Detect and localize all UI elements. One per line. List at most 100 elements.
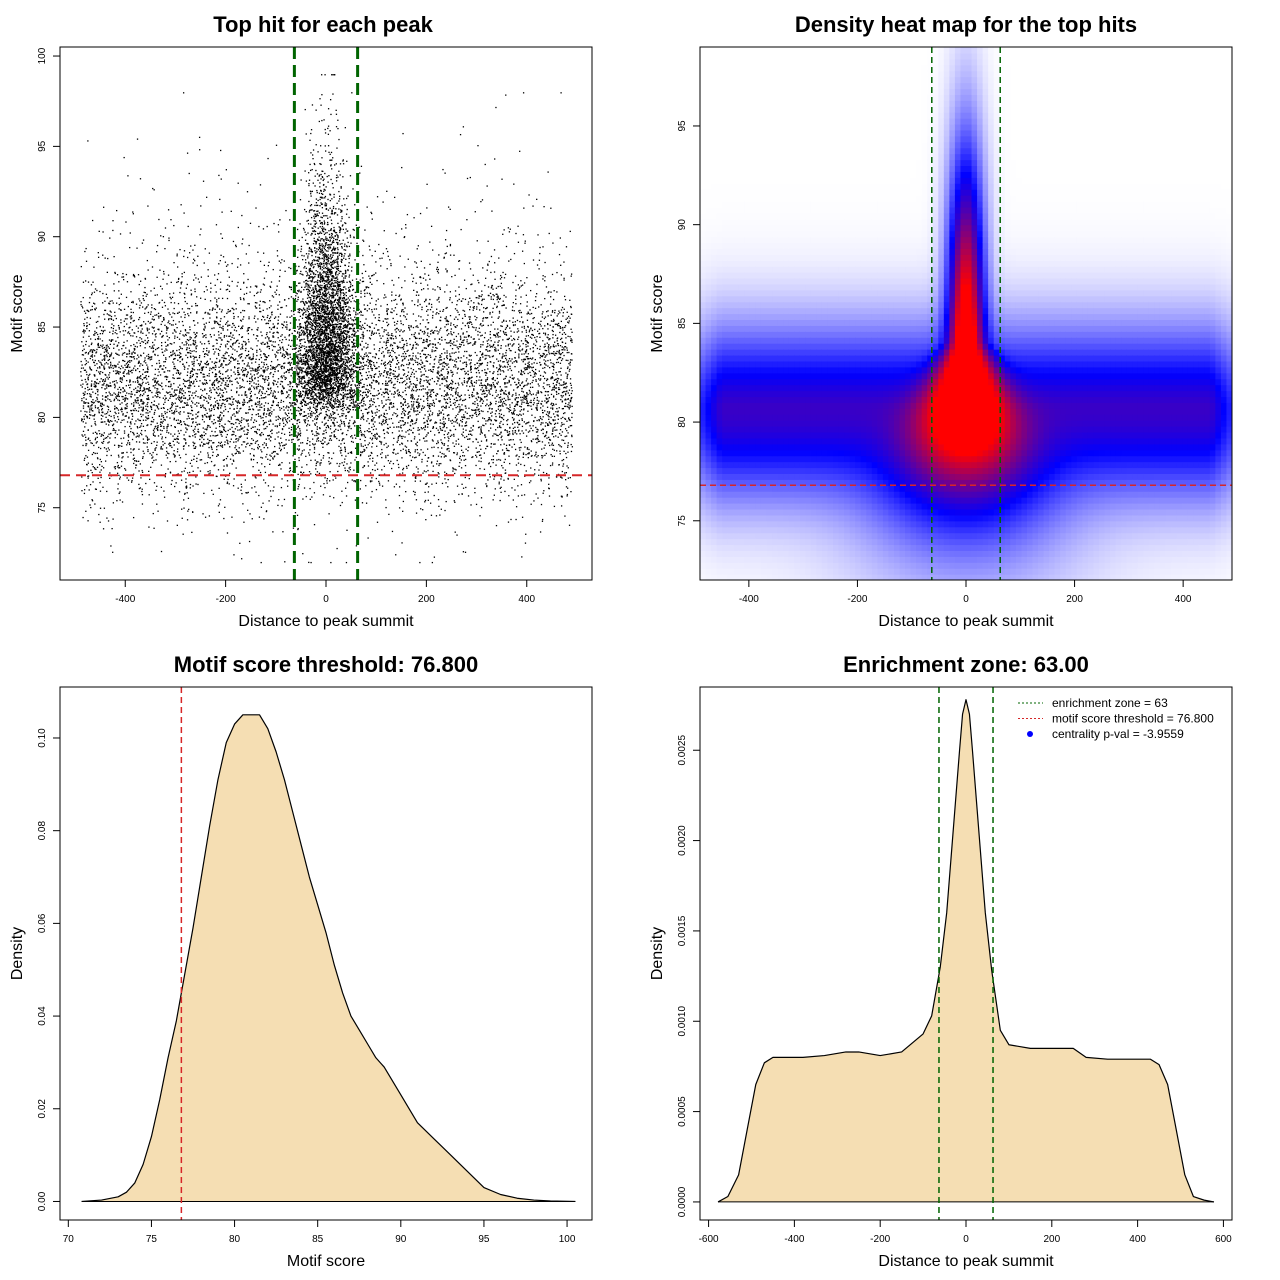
scatter-point (548, 291, 550, 293)
scatter-point (450, 359, 452, 361)
scatter-point (213, 383, 215, 386)
scatter-point (359, 438, 361, 441)
scatter-point (107, 346, 109, 348)
scatter-point (360, 401, 362, 404)
scatter-point (363, 304, 365, 306)
scatter-point (279, 339, 281, 342)
scatter-point (355, 301, 357, 303)
scatter-point (177, 371, 180, 374)
scatter-point (531, 363, 533, 365)
scatter-point (219, 372, 222, 375)
scatter-point (203, 291, 205, 293)
scatter-point (94, 392, 97, 395)
scatter-point (196, 457, 198, 460)
scatter-point (371, 360, 373, 363)
scatter-point (504, 377, 506, 380)
scatter-point (536, 419, 538, 422)
scatter-point (548, 495, 551, 497)
scatter-point (237, 360, 239, 362)
scatter-point (374, 317, 376, 319)
scatter-point (401, 310, 403, 313)
scatter-point (218, 370, 221, 372)
scatter-point (286, 422, 288, 424)
scatter-point (405, 387, 407, 389)
scatter-point (236, 377, 238, 380)
scatter-point (451, 343, 454, 345)
scatter-point (234, 453, 236, 455)
scatter-point (120, 365, 123, 367)
scatter-point (213, 419, 215, 421)
scatter-point (131, 353, 133, 355)
scatter-point (511, 362, 514, 364)
scatter-point (161, 320, 163, 323)
scatter-point (144, 342, 147, 345)
scatter-point (444, 385, 446, 387)
scatter-point (232, 398, 234, 401)
scatter-point (503, 378, 505, 380)
scatter-point (113, 415, 115, 417)
scatter-point (552, 330, 554, 333)
scatter-point (516, 433, 518, 435)
scatter-point (499, 416, 501, 418)
scatter-point (152, 421, 154, 423)
scatter-point (100, 404, 102, 406)
scatter-point (514, 489, 516, 491)
scatter-point (405, 224, 407, 226)
scatter-point (156, 314, 158, 316)
scatter-point (559, 353, 562, 356)
scatter-point (509, 433, 511, 435)
scatter-point (505, 393, 508, 396)
scatter-point (103, 368, 106, 370)
scatter-point (444, 430, 446, 432)
scatter-point (108, 376, 111, 378)
scatter-point (93, 266, 95, 268)
scatter-point (394, 375, 396, 377)
scatter-point (522, 343, 524, 345)
scatter-point (470, 283, 472, 286)
scatter-point (355, 278, 358, 280)
scatter-point (305, 495, 307, 498)
scatter-point (91, 342, 93, 344)
scatter-point (398, 373, 400, 375)
scatter-point (409, 415, 411, 417)
scatter-point (565, 399, 567, 401)
scatter-point (132, 458, 135, 460)
scatter-point (266, 346, 268, 348)
scatter-point (543, 387, 545, 390)
scatter-point (386, 382, 388, 384)
scatter-point (490, 412, 492, 414)
scatter-point (306, 339, 309, 341)
scatter-point (564, 326, 566, 329)
scatter-point (476, 406, 478, 409)
scatter-point (337, 413, 339, 416)
scatter-point (190, 459, 193, 461)
scatter-point (87, 437, 90, 439)
scatter-point (500, 478, 502, 480)
scatter-point (469, 369, 472, 371)
scatter-point (486, 377, 489, 379)
scatter-point (558, 443, 560, 446)
scatter-point (109, 331, 111, 333)
scatter-point (87, 376, 89, 378)
scatter-point (502, 369, 504, 372)
scatter-point (520, 296, 522, 298)
scatter-point (179, 389, 181, 391)
scatter-point (381, 402, 383, 404)
scatter-point (462, 409, 464, 411)
scatter-point (502, 366, 504, 368)
scatter-point (458, 465, 460, 468)
scatter-point (151, 345, 154, 347)
scatter-point (290, 288, 292, 291)
scatter-point (492, 461, 494, 464)
scatter-point (127, 363, 130, 366)
scatter-point (203, 492, 205, 495)
scatter-point (248, 540, 251, 543)
scatter-point (247, 362, 249, 364)
scatter-point (416, 441, 419, 443)
scatter-point (549, 337, 551, 340)
scatter-point (465, 421, 468, 423)
scatter-point (560, 425, 562, 427)
scatter-point (181, 276, 183, 278)
scatter-point (494, 386, 496, 389)
scatter-point (339, 450, 341, 452)
